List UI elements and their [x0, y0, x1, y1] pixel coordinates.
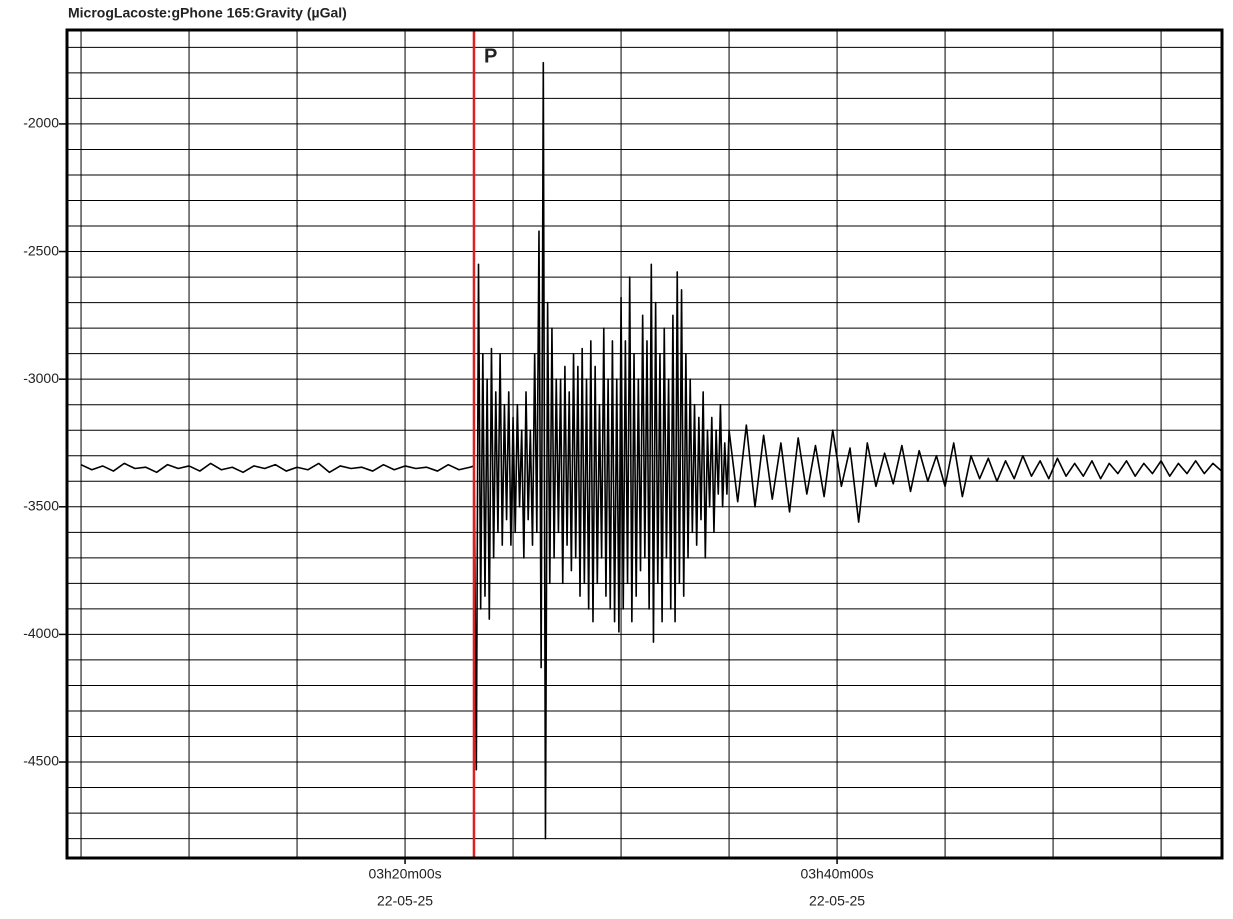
x-tick-label: 03h20m00s: [368, 866, 441, 882]
x-date-label: 22-05-25: [809, 893, 865, 909]
y-tick-label: -2000: [23, 115, 59, 131]
y-tick-label: -4000: [23, 625, 59, 641]
y-tick-label: -2500: [23, 242, 59, 258]
plot-frame: [65, 28, 1224, 860]
x-date-label: 22-05-25: [377, 893, 433, 909]
y-tick-label: -4500: [23, 753, 59, 769]
p-wave-label: P: [484, 45, 497, 67]
y-tick-label: -3500: [23, 497, 59, 513]
chart-title: MicrogLacoste:gPhone 165:Gravity (µGal): [68, 5, 347, 21]
x-tick-label: 03h40m00s: [800, 866, 873, 882]
y-tick-label: -3000: [23, 370, 59, 386]
data-line: [80, 61, 1223, 840]
